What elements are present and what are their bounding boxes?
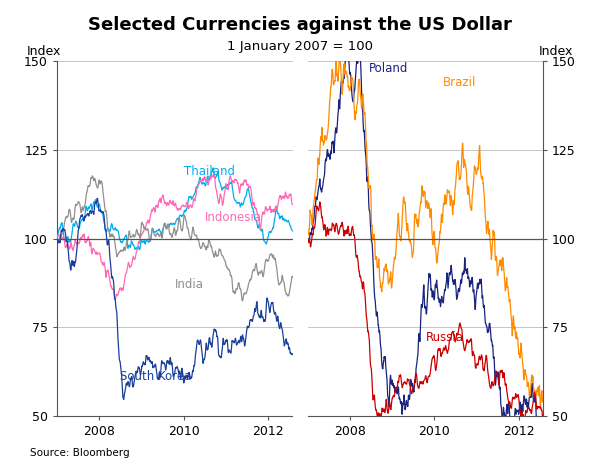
Text: Selected Currencies against the US Dollar: Selected Currencies against the US Dolla… <box>88 16 512 34</box>
Text: Indonesia: Indonesia <box>205 211 262 224</box>
Text: Russia: Russia <box>425 331 464 345</box>
Text: Index: Index <box>539 45 574 57</box>
Text: Source: Bloomberg: Source: Bloomberg <box>30 448 130 458</box>
Text: 1 January 2007 = 100: 1 January 2007 = 100 <box>227 40 373 53</box>
Text: Poland: Poland <box>368 62 408 75</box>
Text: Thailand: Thailand <box>184 164 235 178</box>
Text: Brazil: Brazil <box>443 76 476 89</box>
Text: South Korea: South Korea <box>121 370 191 384</box>
Text: India: India <box>175 278 204 291</box>
Text: Index: Index <box>26 45 61 57</box>
